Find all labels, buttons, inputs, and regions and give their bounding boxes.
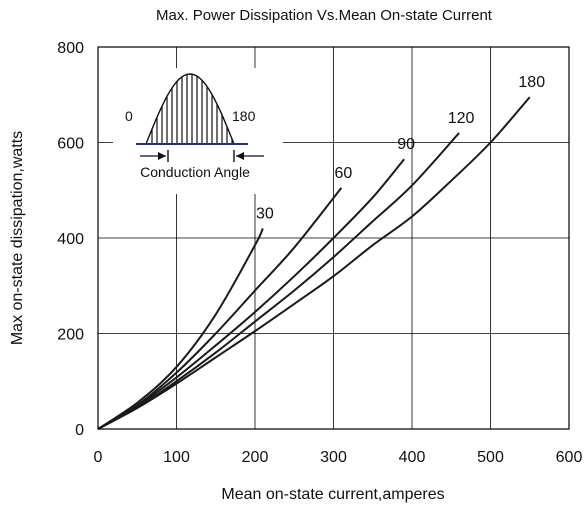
half-sine-wave: [145, 73, 235, 145]
y-tick-label: 800: [57, 40, 84, 57]
wave-hatching: [151, 74, 233, 144]
x-axis-label: Mean on-state current,amperes: [221, 486, 444, 503]
y-tick-label: 0: [75, 422, 84, 439]
x-tick-label: 400: [399, 449, 426, 466]
series-line-180: [97, 96, 531, 430]
x-tick-label: 100: [163, 449, 190, 466]
chart-title: Max. Power Dissipation Vs.Mean On-state …: [156, 7, 493, 24]
series-line-30: [97, 228, 264, 430]
inset-caption: Conduction Angle: [140, 164, 250, 180]
y-tick-label: 400: [57, 231, 84, 248]
conduction-angle-inset: 0 180 Conduction Angle: [113, 68, 283, 194]
x-tick-label: 0: [94, 449, 103, 466]
inset-start-label: 0: [125, 108, 133, 124]
y-tick-label: 200: [57, 327, 84, 344]
series-lines: [97, 96, 531, 430]
inset-background: [113, 68, 283, 194]
x-tick-label: 600: [556, 449, 583, 466]
series-line-120: [97, 132, 460, 430]
plot-frame: [97, 46, 570, 430]
x-tick-label: 500: [477, 449, 504, 466]
y-axis-label: Max on-state dissipation,watts: [9, 131, 26, 345]
series-label-180: 180: [518, 74, 545, 91]
series-label-120: 120: [448, 110, 475, 127]
x-tick-label: 200: [242, 449, 269, 466]
series-label-60: 60: [334, 165, 352, 182]
series-labels: 30 60 90 120 180: [256, 74, 545, 222]
series-label-90: 90: [397, 136, 415, 153]
inset-left-arrowhead: [158, 152, 166, 160]
series-line-90: [97, 158, 405, 430]
y-tick-label: 600: [57, 136, 84, 153]
x-tick-label: 300: [320, 449, 347, 466]
inset-right-arrowhead: [236, 152, 244, 160]
inset-end-label: 180: [232, 108, 256, 124]
series-label-30: 30: [256, 205, 274, 222]
